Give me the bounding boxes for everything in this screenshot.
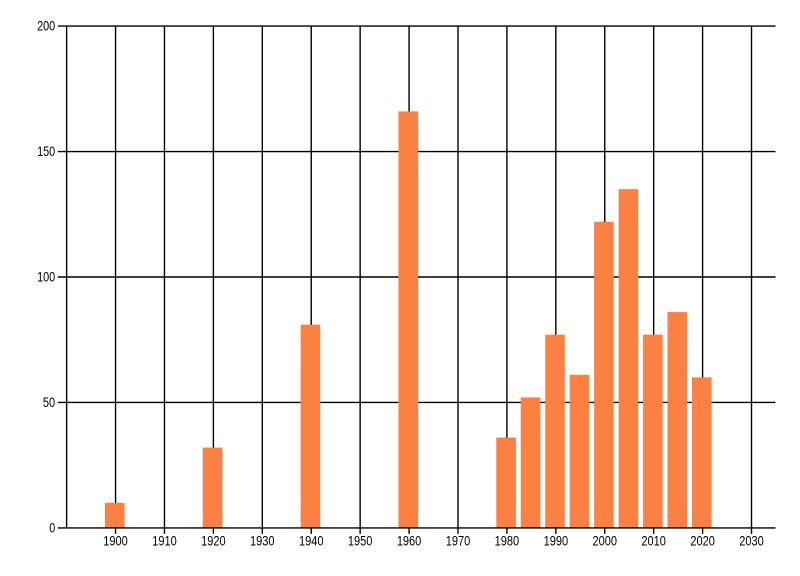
svg-text:1900: 1900 xyxy=(103,533,128,548)
svg-text:2030: 2030 xyxy=(739,533,764,548)
svg-text:1960: 1960 xyxy=(397,533,422,548)
svg-text:1910: 1910 xyxy=(152,533,177,548)
svg-text:1930: 1930 xyxy=(250,533,275,548)
svg-text:150: 150 xyxy=(37,144,55,159)
svg-text:0: 0 xyxy=(49,520,55,535)
svg-text:200: 200 xyxy=(37,19,55,34)
svg-text:1970: 1970 xyxy=(446,533,471,548)
svg-text:2010: 2010 xyxy=(641,533,666,548)
svg-text:1990: 1990 xyxy=(544,533,569,548)
svg-text:1980: 1980 xyxy=(495,533,520,548)
svg-text:2000: 2000 xyxy=(593,533,618,548)
svg-text:100: 100 xyxy=(37,269,55,284)
svg-text:2020: 2020 xyxy=(690,533,715,548)
svg-text:1940: 1940 xyxy=(299,533,324,548)
svg-text:1920: 1920 xyxy=(201,533,226,548)
svg-text:1950: 1950 xyxy=(348,533,373,548)
svg-text:50: 50 xyxy=(43,395,55,410)
